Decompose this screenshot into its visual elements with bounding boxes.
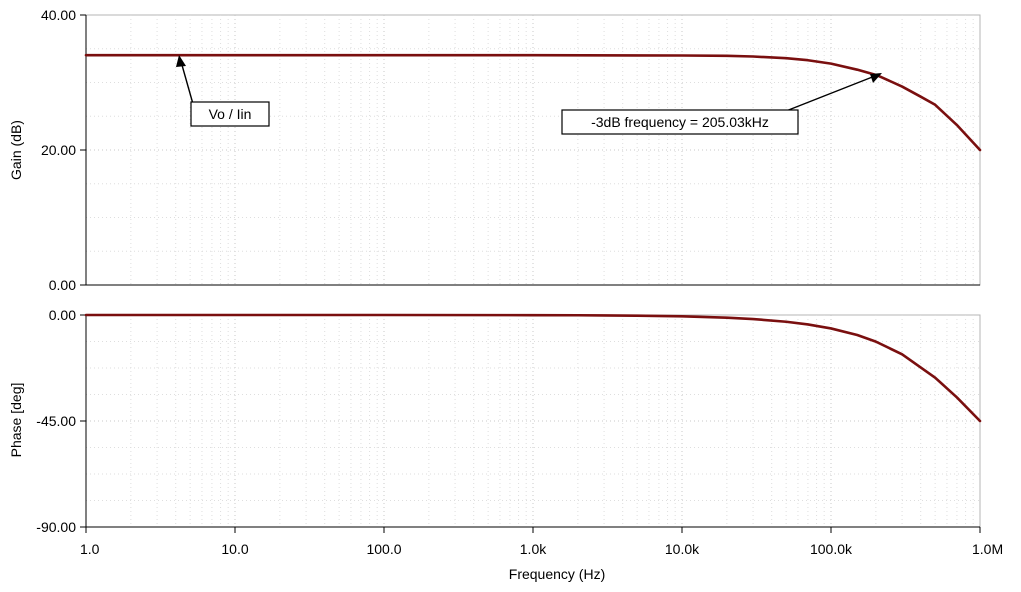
gain-annotations: Vo / Iin -3dB frequency = 205.03kHz (176, 55, 882, 135)
gain-y-tick-label: 20.00 (41, 142, 76, 158)
annotation-vo-iin: Vo / Iin (209, 106, 252, 122)
annotation-box-3db (561, 109, 799, 135)
x-ticks: 1.0 10.0 100.0 1.0k 10.0k 100.0k 1.0M (80, 526, 1003, 557)
phase-y-tick-label: 0.00 (49, 307, 76, 323)
x-axis-label: Frequency (Hz) (509, 566, 605, 582)
annotation-box-vo-iin (190, 101, 270, 127)
x-tick-label: 100.0 (366, 541, 401, 557)
x-tick-label: 10.0k (665, 541, 700, 557)
x-tick-label: 10.0 (221, 541, 248, 557)
annotation-arrowhead-3db (870, 73, 882, 83)
annotation-arrow-3db (785, 73, 881, 112)
phase-y-tick-label: -90.00 (36, 519, 76, 535)
phase-series-line (84, 313, 982, 423)
phase-panel: -90.00 -45.00 0.00 1.0 10.0 100.0 1.0k 10.0k 10… (8, 307, 1003, 582)
x-tick-label: 1.0 (80, 541, 100, 557)
gain-series-line (84, 53, 982, 152)
annotation-3db-frequency: -3dB frequency = 205.03kHz (591, 114, 769, 130)
gain-y-ticks: 0.00 20.00 40.00 (41, 7, 980, 293)
phase-y-tick-label: -45.00 (36, 413, 76, 429)
x-tick-label: 1.0M (972, 541, 1003, 557)
gain-y-axis-label: Gain (dB) (8, 120, 24, 180)
x-tick-label: 1.0k (520, 541, 547, 557)
gain-grid (86, 15, 980, 285)
gain-y-tick-label: 0.00 (49, 277, 76, 293)
phase-series (84, 313, 982, 423)
phase-y-axis-label: Phase [deg] (8, 383, 24, 458)
gain-panel: 0.00 20.00 40.00 Vo / Iin -3dB frequency =… (8, 7, 982, 293)
annotation-arrowhead-vo-iin (176, 55, 186, 67)
phase-y-ticks: -90.00 -45.00 0.00 (36, 307, 87, 535)
gain-y-tick-label: 40.00 (41, 7, 76, 23)
phase-grid (86, 315, 980, 527)
x-tick-label: 100.0k (810, 541, 853, 557)
gain-series (84, 53, 982, 152)
